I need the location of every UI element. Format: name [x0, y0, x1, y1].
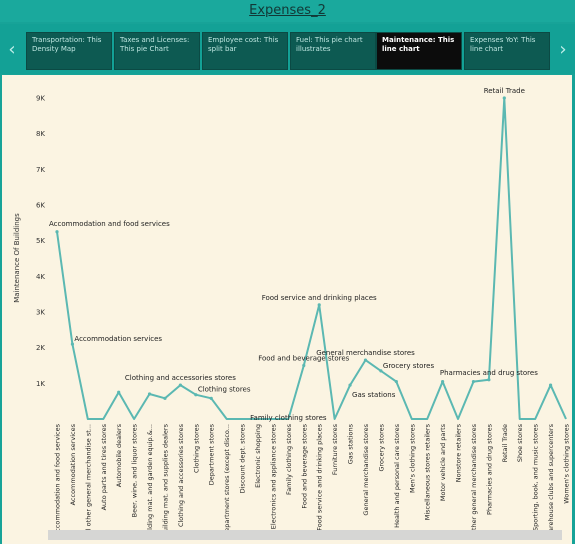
- x-tick-label: Men's clothing stores: [408, 423, 416, 493]
- tab-employee-cost[interactable]: Employee cost: This split bar: [202, 32, 288, 70]
- data-label: Pharmacies and drug stores: [440, 369, 538, 377]
- data-point[interactable]: [317, 303, 321, 307]
- y-tick-label: 3K: [36, 309, 45, 317]
- x-tick-label: Furniture stores: [331, 423, 339, 475]
- y-tick-label: 4K: [36, 273, 45, 281]
- x-tick-label: Building mat. and garden equip.&...: [146, 424, 154, 540]
- x-tick-label: Motor vehicle and parts: [439, 423, 447, 501]
- dashboard-title: Expenses_2: [249, 3, 326, 18]
- data-label: Gas stations: [352, 391, 396, 399]
- x-tick-label: Food and beverage stores: [300, 423, 308, 508]
- data-label: General merchandise stores: [316, 349, 415, 357]
- x-tick-label: Accommodation services: [69, 423, 77, 505]
- tab-taxes-and-licenses[interactable]: Taxes and Licenses: This pie Chart: [114, 32, 200, 70]
- data-point[interactable]: [363, 358, 368, 362]
- x-tick-label: Gas stations: [347, 423, 355, 464]
- data-label: Retail Trade: [484, 87, 525, 95]
- x-tick-label: Electronics and appliance stores: [269, 423, 277, 529]
- x-tick-label: General merchandise stores: [362, 423, 370, 515]
- x-tick-label: Clothing stores: [192, 423, 200, 473]
- tab-maintenance[interactable]: Maintenance: This line chart: [376, 32, 462, 70]
- tab-expenses-yoy[interactable]: Expenses YoY: This line chart: [464, 32, 550, 70]
- data-point[interactable]: [302, 363, 306, 368]
- x-tick-label: Family clothing stores: [285, 423, 293, 495]
- y-tick-label: 2K: [36, 344, 45, 352]
- horizontal-scrollbar[interactable]: [48, 530, 562, 540]
- x-tick-label: Women's clothing stores: [563, 423, 571, 503]
- y-tick-label: 7K: [36, 166, 45, 174]
- data-point[interactable]: [55, 230, 59, 234]
- x-tick-label: All other general merchandise st...: [84, 424, 92, 536]
- x-tick-label: Shoe stores: [516, 423, 524, 462]
- x-tick-label: Automobile dealers: [115, 423, 123, 487]
- y-tick-label: 1K: [36, 380, 45, 388]
- data-point[interactable]: [147, 392, 152, 396]
- y-axis-title: Maintenance Of Buildings: [13, 213, 21, 303]
- x-tick-label: Grocery stores: [377, 423, 385, 471]
- x-tick-label: Electronic shopping: [254, 424, 262, 488]
- y-tick-label: 6K: [36, 202, 45, 210]
- chart-panel: [2, 75, 572, 544]
- tab-transportation[interactable]: Transportation: This Density Map: [26, 32, 112, 70]
- x-tick-label: Accommodation and food services: [54, 423, 62, 536]
- x-tick-label: Food service and drinking places: [316, 423, 324, 530]
- x-tick-label: Pharmacies and drug stores: [485, 423, 493, 515]
- x-tick-label: Department stores: [208, 423, 216, 485]
- data-point[interactable]: [548, 383, 553, 387]
- title-bar: Expenses_2: [0, 0, 575, 22]
- data-point[interactable]: [70, 342, 75, 346]
- chevron-left-icon[interactable]: ‹: [8, 39, 16, 60]
- x-tick-label: Sporting, book, and music stores: [532, 423, 540, 531]
- data-label: Family clothing stores: [250, 414, 327, 422]
- data-labels: Accommodation and food services Accommoda…: [49, 87, 553, 422]
- data-point[interactable]: [487, 378, 491, 382]
- series-line: [56, 97, 567, 420]
- story-tab-bar: ‹ Transportation: This Density Map Taxes…: [0, 24, 575, 74]
- x-tick-label: Warehouse clubs and supercenters: [547, 423, 555, 538]
- data-point[interactable]: [379, 369, 383, 373]
- x-tick-label: Clothing and accessories stores: [177, 423, 185, 527]
- data-point[interactable]: [194, 393, 198, 397]
- x-tick-label: Building mat. and supplies dealers: [161, 423, 169, 536]
- data-point[interactable]: [209, 396, 213, 400]
- data-label: Food service and drinking places: [262, 294, 377, 302]
- x-tick-label: Health and personal care stores: [393, 423, 401, 527]
- x-axis-labels: Accommodation and food services Accommoda…: [54, 423, 571, 540]
- data-point[interactable]: [471, 379, 476, 384]
- x-tick-label: Retail Trade: [501, 424, 509, 462]
- x-tick-label: Other general merchandise stores: [470, 423, 478, 535]
- data-point[interactable]: [502, 96, 506, 100]
- tab-fuel[interactable]: Fuel: This pie chart illustrates: [290, 32, 376, 70]
- y-tick-label: 9K: [36, 95, 45, 103]
- x-tick-label: Miscellaneous stores retailers: [424, 423, 432, 520]
- data-point[interactable]: [394, 379, 398, 384]
- x-tick-label: Auto parts and tires stores: [100, 423, 108, 510]
- x-tick-label: Beer, wine, and liquor stores: [131, 423, 139, 517]
- data-point[interactable]: [178, 383, 182, 387]
- data-label: Grocery stores: [383, 362, 435, 370]
- data-label: Clothing stores: [198, 386, 251, 394]
- x-tick-label: Discount dept. stores: [239, 423, 247, 493]
- data-point[interactable]: [348, 383, 352, 387]
- data-label: Food and beverage stores: [258, 355, 349, 363]
- data-point[interactable]: [117, 390, 121, 394]
- data-label: Accommodation and food services: [49, 220, 170, 228]
- y-tick-label: 5K: [36, 237, 45, 245]
- data-label: Accommodation services: [74, 335, 162, 343]
- chevron-right-icon[interactable]: ›: [559, 39, 567, 60]
- data-point[interactable]: [441, 379, 445, 384]
- x-tick-label: Department stores (except disco...: [223, 424, 231, 537]
- y-axis: 1K 2K 3K 4K 5K 6K 7K 8K 9K: [36, 95, 45, 388]
- data-point[interactable]: [163, 396, 167, 400]
- x-tick-label: Nonstore retailers: [455, 423, 463, 482]
- y-tick-label: 8K: [36, 130, 45, 138]
- data-label: Clothing and accessories stores: [125, 374, 236, 382]
